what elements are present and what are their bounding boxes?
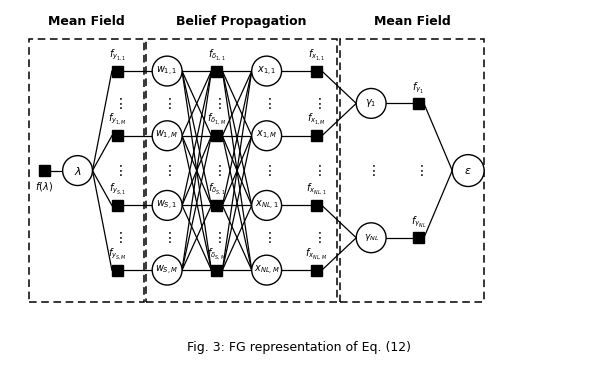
Text: $\vdots$: $\vdots$ [262, 163, 271, 178]
Text: Mean Field: Mean Field [374, 15, 450, 28]
Text: $\vdots$: $\vdots$ [367, 163, 376, 178]
Bar [112, 265, 123, 276]
Text: $\epsilon$: $\epsilon$ [465, 165, 472, 176]
Bar [212, 265, 222, 276]
Text: $\vdots$: $\vdots$ [162, 230, 172, 245]
Circle shape [252, 191, 282, 220]
Text: $\vdots$: $\vdots$ [212, 163, 222, 178]
Text: $\vdots$: $\vdots$ [112, 96, 122, 111]
Text: $w_{1,M}$: $w_{1,M}$ [155, 129, 179, 142]
Bar [413, 98, 424, 109]
Circle shape [252, 121, 282, 151]
Bar [39, 165, 50, 176]
Bar [212, 200, 222, 211]
Text: $f_{\gamma_{NL}}$: $f_{\gamma_{NL}}$ [411, 214, 426, 229]
Text: $\vdots$: $\vdots$ [312, 163, 321, 178]
Circle shape [152, 255, 182, 285]
Text: $\vdots$: $\vdots$ [262, 96, 271, 111]
Text: $x_{1,1}$: $x_{1,1}$ [257, 65, 276, 77]
Text: $f_{\delta_{S,M}}$: $f_{\delta_{S,M}}$ [208, 247, 227, 262]
Text: $f_{y_{S,1}}$: $f_{y_{S,1}}$ [109, 182, 126, 197]
Text: $f_{y_{S,M}}$: $f_{y_{S,M}}$ [108, 247, 127, 262]
Circle shape [452, 155, 484, 186]
Text: $f_{y_{1,1}}$: $f_{y_{1,1}}$ [109, 47, 126, 62]
Text: $x_{1,M}$: $x_{1,M}$ [256, 129, 277, 142]
Bar [413, 232, 424, 243]
Bar [112, 130, 123, 141]
Text: $f_{\delta_{1,1}}$: $f_{\delta_{1,1}}$ [208, 47, 225, 62]
Circle shape [356, 88, 386, 118]
Text: $f_{\delta_{1,M}}$: $f_{\delta_{1,M}}$ [208, 112, 227, 127]
Bar [311, 200, 322, 211]
Text: Belief Propagation: Belief Propagation [176, 15, 307, 28]
Text: $x_{NL,1}$: $x_{NL,1}$ [255, 199, 279, 212]
Text: $\vdots$: $\vdots$ [312, 230, 321, 245]
Text: $f_{x_{NL,M}}$: $f_{x_{NL,M}}$ [306, 247, 328, 262]
Circle shape [356, 223, 386, 253]
Bar [112, 65, 123, 77]
Text: $f_{\gamma_1}$: $f_{\gamma_1}$ [413, 80, 425, 95]
Text: $\vdots$: $\vdots$ [262, 230, 271, 245]
Text: $f_{x_{NL,1}}$: $f_{x_{NL,1}}$ [306, 182, 327, 197]
Circle shape [152, 191, 182, 220]
Text: $\vdots$: $\vdots$ [212, 96, 222, 111]
Bar [212, 65, 222, 77]
Text: $\lambda$: $\lambda$ [74, 165, 81, 177]
Text: $\vdots$: $\vdots$ [112, 230, 122, 245]
Text: $w_{S,1}$: $w_{S,1}$ [157, 199, 178, 212]
Circle shape [63, 156, 93, 185]
Bar [112, 200, 123, 211]
Bar [212, 130, 222, 141]
Text: $\gamma_{NL}$: $\gamma_{NL}$ [364, 232, 379, 243]
Circle shape [152, 56, 182, 86]
Text: $\vdots$: $\vdots$ [162, 96, 172, 111]
Text: $f_{y_{1,M}}$: $f_{y_{1,M}}$ [108, 112, 127, 127]
Text: $f(\lambda)$: $f(\lambda)$ [35, 180, 53, 193]
Text: $\vdots$: $\vdots$ [414, 163, 423, 178]
Text: $f_{x_{1,M}}$: $f_{x_{1,M}}$ [307, 112, 326, 127]
Text: $\vdots$: $\vdots$ [212, 230, 222, 245]
Text: $w_{S,M}$: $w_{S,M}$ [155, 264, 179, 277]
Bar [311, 265, 322, 276]
Text: $\vdots$: $\vdots$ [312, 96, 321, 111]
Circle shape [252, 56, 282, 86]
Text: $f_{x_{1,1}}$: $f_{x_{1,1}}$ [307, 47, 325, 62]
Text: $x_{NL,M}$: $x_{NL,M}$ [254, 264, 280, 277]
Text: $f_{\delta_{S,1}}$: $f_{\delta_{S,1}}$ [208, 182, 225, 197]
Text: $\vdots$: $\vdots$ [162, 163, 172, 178]
Bar [311, 130, 322, 141]
Text: $w_{1,1}$: $w_{1,1}$ [157, 65, 178, 77]
Circle shape [152, 121, 182, 151]
Text: Mean Field: Mean Field [48, 15, 125, 28]
Circle shape [252, 255, 282, 285]
Bar [311, 65, 322, 77]
Text: Fig. 3: FG representation of Eq. (12): Fig. 3: FG representation of Eq. (12) [187, 341, 411, 354]
Text: $\vdots$: $\vdots$ [112, 163, 122, 178]
Text: $\gamma_1$: $\gamma_1$ [365, 97, 377, 109]
